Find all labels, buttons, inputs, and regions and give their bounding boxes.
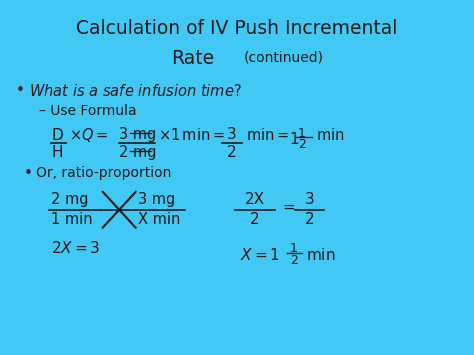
Text: $\times 1\,\mathrm{min} =$: $\times 1\,\mathrm{min} =$ bbox=[158, 127, 226, 143]
Text: $\it{What\ is\ a\ safe\ infusion\ time?}$: $\it{What\ is\ a\ safe\ infusion\ time?}… bbox=[29, 83, 242, 99]
Text: 1: 1 bbox=[290, 132, 299, 147]
Text: 2: 2 bbox=[227, 145, 237, 160]
Text: =: = bbox=[283, 200, 295, 215]
Text: – Use Formula: – Use Formula bbox=[39, 104, 137, 118]
Text: $\times Q =$: $\times Q =$ bbox=[69, 126, 108, 144]
Text: Rate: Rate bbox=[171, 49, 214, 68]
Text: 3: 3 bbox=[227, 127, 237, 142]
Text: 1: 1 bbox=[290, 242, 298, 256]
Text: $2X = 3$: $2X = 3$ bbox=[51, 240, 100, 256]
Text: 2: 2 bbox=[298, 138, 306, 151]
Text: 2 mg: 2 mg bbox=[118, 145, 156, 160]
Text: $\mathrm{min}$: $\mathrm{min}$ bbox=[316, 127, 344, 143]
Text: D: D bbox=[51, 129, 63, 143]
Text: •: • bbox=[23, 166, 32, 181]
Text: 1 min: 1 min bbox=[51, 212, 93, 227]
Text: 2: 2 bbox=[305, 212, 314, 227]
Text: 2: 2 bbox=[250, 212, 260, 227]
Text: $\mathrm{min} =$: $\mathrm{min} =$ bbox=[246, 127, 289, 143]
Text: 2X: 2X bbox=[245, 192, 265, 207]
Text: Calculation of IV Push Incremental: Calculation of IV Push Incremental bbox=[76, 19, 398, 38]
Text: Or, ratio-proportion: Or, ratio-proportion bbox=[36, 166, 172, 180]
Text: 3: 3 bbox=[305, 192, 314, 207]
Text: •: • bbox=[15, 83, 24, 98]
Text: 1: 1 bbox=[298, 127, 306, 140]
Text: H: H bbox=[51, 145, 63, 160]
Text: X min: X min bbox=[137, 212, 180, 227]
Text: 3 mg: 3 mg bbox=[137, 192, 175, 207]
Text: 2: 2 bbox=[290, 255, 298, 267]
Text: $\mathrm{min}$: $\mathrm{min}$ bbox=[306, 247, 335, 263]
Text: (continued): (continued) bbox=[244, 51, 324, 65]
Text: $X = 1$: $X = 1$ bbox=[240, 247, 280, 263]
Text: 3 mg: 3 mg bbox=[118, 127, 156, 142]
Text: 2 mg: 2 mg bbox=[51, 192, 89, 207]
